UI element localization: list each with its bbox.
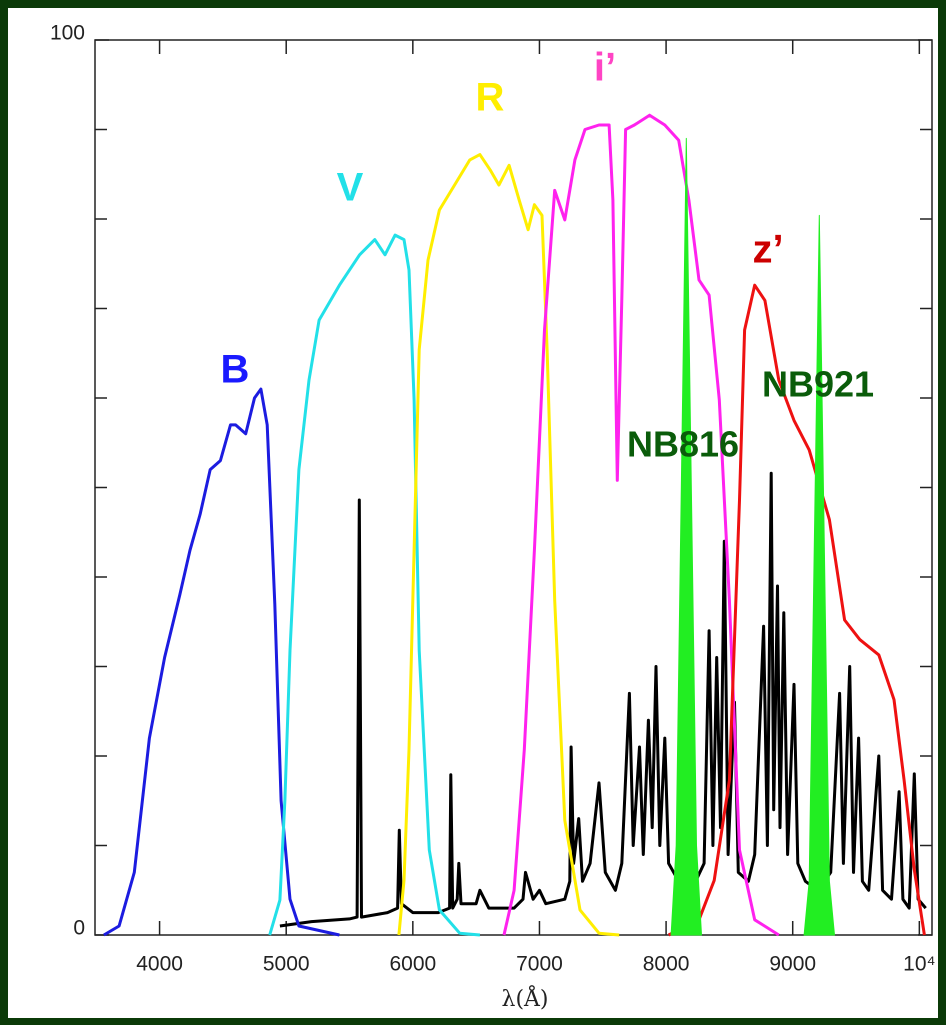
x-tick-label: 6000 [389, 953, 436, 976]
series-label: R [476, 76, 505, 120]
x-tick-label: 4000 [136, 953, 183, 976]
x-tick-label: 5000 [263, 953, 310, 976]
y-tick-label: 100 [50, 22, 85, 45]
filter-curve [667, 283, 926, 937]
filter-curve [279, 471, 927, 928]
series-label: i’ [594, 46, 616, 90]
filter-band [803, 214, 835, 936]
x-tick-label: 10⁴ [903, 953, 935, 976]
x-tick-label: 8000 [643, 953, 690, 976]
x-tick-label: 9000 [769, 953, 816, 976]
series-label: NB921 [762, 364, 874, 405]
x-axis-label: λ(Å) [502, 984, 549, 1012]
filter-curve [502, 113, 780, 937]
series-label: NB816 [627, 424, 739, 465]
panel [8, 8, 938, 1018]
filter-band [670, 137, 702, 936]
y-tick-label: 0 [73, 917, 85, 940]
filter-curve [268, 233, 481, 937]
series-label: z’ [752, 228, 783, 272]
filter-curve [397, 153, 620, 937]
filter-curve [103, 387, 340, 937]
series-label: B [221, 348, 250, 392]
x-tick-label: 7000 [516, 953, 563, 976]
series-label: V [337, 166, 364, 210]
